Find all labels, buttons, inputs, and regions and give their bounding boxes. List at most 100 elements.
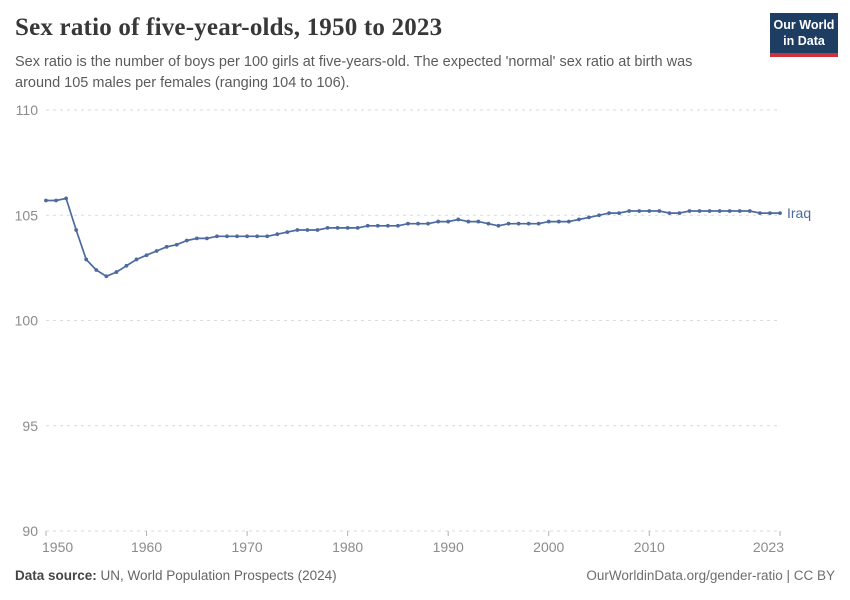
- iraq-data-point-2013: [677, 211, 682, 216]
- iraq-data-point-1978: [325, 225, 330, 230]
- iraq-data-point-1964: [184, 238, 189, 243]
- iraq-data-point-1951: [54, 198, 58, 203]
- iraq-data-point-2018: [727, 209, 732, 213]
- iraq-data-point-1990: [446, 219, 451, 224]
- iraq-data-point-1996: [506, 221, 511, 226]
- data-source-text: UN, World Population Prospects (2024): [96, 568, 337, 583]
- iraq-data-point-2004: [587, 215, 591, 220]
- iraq-data-point-1977: [315, 228, 320, 232]
- iraq-line-series[interactable]: [45, 197, 781, 278]
- iraq-data-point-2011: [657, 209, 662, 213]
- iraq-data-point-1957: [114, 270, 119, 274]
- line-chart: 90 95 100 105 110 1950 1960 1970 1980 1990 2000 201…: [15, 102, 811, 555]
- iraq-data-point-1980: [345, 225, 350, 230]
- credit-link[interactable]: OurWorldinData.org/gender-ratio | CC BY: [586, 568, 835, 583]
- iraq-data-point-1953: [74, 228, 79, 232]
- x-tick-label-1980: 1980: [332, 539, 363, 555]
- iraq-data-point-1974: [285, 230, 290, 234]
- y-tick-label-95: 95: [22, 418, 38, 434]
- owid-logo-line1: Our World: [773, 18, 835, 32]
- x-tick-label-2023: 2023: [753, 539, 784, 555]
- iraq-data-point-1982: [365, 223, 370, 228]
- iraq-data-point-1975: [295, 228, 300, 232]
- iraq-data-point-1998: [526, 221, 531, 226]
- iraq-data-point-1956: [104, 274, 109, 279]
- iraq-data-point-1985: [396, 223, 400, 228]
- iraq-data-point-1988: [426, 221, 430, 226]
- owid-logo-line2: in Data: [783, 33, 825, 48]
- y-tick-label-105: 105: [15, 207, 39, 223]
- iraq-data-point-1983: [375, 223, 380, 228]
- iraq-data-point-2015: [697, 209, 702, 213]
- iraq-data-point-1950: [44, 198, 48, 203]
- x-tick-label-1970: 1970: [232, 539, 263, 555]
- iraq-data-point-2020: [747, 209, 752, 213]
- iraq-data-point-1962: [164, 244, 169, 249]
- iraq-data-point-2008: [627, 209, 632, 213]
- iraq-data-point-1995: [496, 223, 501, 228]
- iraq-data-point-2007: [617, 211, 622, 216]
- iraq-data-point-1966: [204, 236, 209, 241]
- x-tick-label-2000: 2000: [533, 539, 564, 555]
- iraq-data-point-1958: [124, 263, 129, 268]
- iraq-data-point-1976: [305, 228, 310, 232]
- iraq-data-point-1994: [486, 221, 491, 226]
- data-source-label: Data source:: [15, 568, 97, 583]
- iraq-data-point-1989: [436, 219, 441, 224]
- x-tick-label-2010: 2010: [634, 539, 665, 555]
- iraq-data-point-2023: [778, 211, 782, 216]
- iraq-data-point-1961: [154, 249, 159, 253]
- iraq-data-point-2016: [707, 209, 712, 213]
- iraq-data-point-2010: [647, 209, 652, 213]
- iraq-data-point-1987: [416, 221, 420, 226]
- iraq-data-point-1965: [194, 236, 199, 241]
- iraq-data-point-1973: [275, 232, 280, 237]
- iraq-data-point-1952: [64, 196, 69, 201]
- iraq-data-point-2005: [597, 213, 601, 218]
- iraq-data-point-1979: [335, 225, 340, 230]
- y-tick-label-90: 90: [22, 523, 38, 539]
- iraq-data-point-2012: [667, 211, 672, 216]
- iraq-data-point-2002: [566, 219, 571, 224]
- chart-footer: Data source: UN, World Population Prospe…: [15, 568, 835, 583]
- iraq-data-point-1967: [215, 234, 219, 239]
- iraq-data-point-1981: [355, 225, 360, 230]
- x-tick-label-1960: 1960: [131, 539, 162, 555]
- iraq-data-point-1959: [134, 257, 139, 262]
- iraq-data-point-1991: [456, 217, 461, 222]
- iraq-data-point-2021: [757, 211, 762, 216]
- page-title: Sex ratio of five-year-olds, 1950 to 202…: [15, 14, 443, 41]
- iraq-data-point-1963: [174, 242, 179, 247]
- iraq-data-point-1992: [466, 219, 471, 224]
- x-tick-label-1950: 1950: [42, 539, 73, 555]
- iraq-data-point-2017: [717, 209, 722, 213]
- iraq-data-point-2014: [687, 209, 692, 213]
- iraq-data-point-1997: [516, 221, 521, 226]
- series-label-iraq[interactable]: Iraq: [787, 205, 811, 221]
- iraq-data-point-1993: [476, 219, 481, 224]
- y-tick-label-110: 110: [16, 102, 39, 118]
- iraq-data-point-2006: [607, 211, 611, 216]
- iraq-data-point-1972: [265, 234, 270, 239]
- x-tick-label-1990: 1990: [433, 539, 464, 555]
- iraq-data-point-2000: [546, 219, 551, 224]
- iraq-data-point-1970: [245, 234, 249, 239]
- iraq-data-point-2001: [556, 219, 561, 224]
- iraq-data-point-1999: [536, 221, 541, 226]
- iraq-data-point-1986: [406, 221, 410, 226]
- data-source-note: Data source: UN, World Population Prospe…: [15, 568, 337, 583]
- iraq-data-point-2022: [768, 211, 772, 216]
- owid-logo[interactable]: Our World in Data: [770, 13, 838, 58]
- iraq-data-point-1954: [84, 257, 89, 262]
- iraq-data-point-1971: [255, 234, 260, 239]
- iraq-data-point-1969: [235, 234, 239, 239]
- y-tick-label-100: 100: [15, 313, 39, 329]
- iraq-data-point-1955: [94, 268, 99, 272]
- iraq-data-point-2019: [737, 209, 742, 213]
- iraq-data-point-1984: [385, 223, 390, 228]
- iraq-data-point-2009: [637, 209, 642, 213]
- iraq-data-point-1960: [144, 253, 149, 258]
- iraq-data-point-2003: [577, 217, 581, 222]
- chart-subtitle: Sex ratio is the number of boys per 100 …: [15, 54, 693, 92]
